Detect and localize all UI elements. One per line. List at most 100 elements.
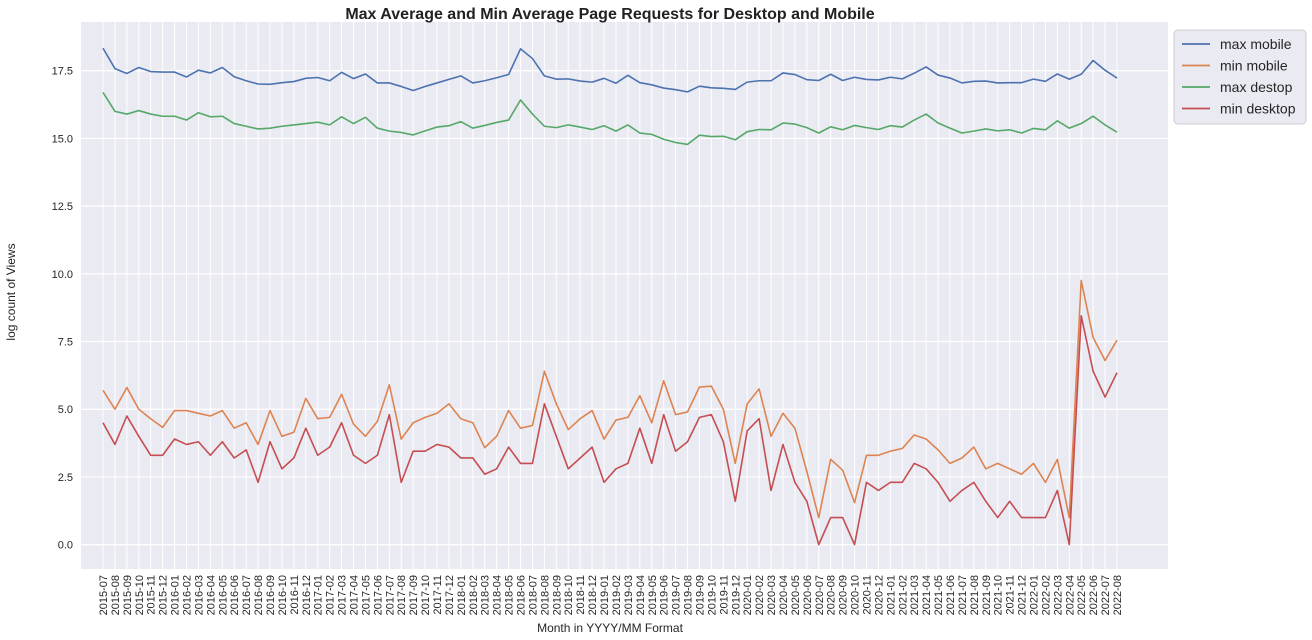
x-tick-label: 2021-10 (993, 575, 1005, 615)
x-tick-label: 2019-11 (718, 575, 730, 615)
x-tick-label: 2018-01 (456, 575, 468, 615)
x-tick-label: 2022-02 (1040, 575, 1052, 615)
x-tick-label: 2018-08 (539, 575, 551, 615)
x-tick-label: 2017-09 (408, 575, 420, 615)
x-tick-label: 2018-05 (504, 575, 516, 615)
y-gridlines (81, 70, 1168, 546)
x-axis-label: Month in YYYY/MM Format (537, 621, 683, 635)
x-tick-label: 2017-08 (396, 575, 408, 615)
legend-box (1173, 29, 1307, 125)
x-tick-label: 2017-05 (360, 575, 372, 615)
x-tick-label: 2021-07 (957, 575, 969, 615)
y-tick-label: 0.0 (58, 540, 73, 552)
x-tick-label: 2022-01 (1028, 575, 1040, 615)
x-tick-label: 2019-09 (694, 575, 706, 615)
x-tick-label: 2016-11 (289, 575, 301, 615)
x-tick-label: 2019-01 (599, 575, 611, 615)
x-tick-label: 2016-07 (241, 575, 253, 615)
legend-label: max destop (1220, 79, 1293, 95)
x-tick-label: 2016-09 (265, 575, 277, 615)
x-tick-label: 2015-08 (110, 575, 122, 615)
x-tick-label: 2018-07 (527, 575, 539, 615)
x-tick-label: 2018-06 (516, 575, 528, 615)
x-tick-label: 2017-07 (384, 575, 396, 615)
x-tick-label: 2020-06 (802, 575, 814, 615)
series-line-max-mobile (102, 47, 1118, 93)
x-tick-label: 2018-10 (563, 575, 575, 615)
x-tick-label: 2021-12 (1017, 575, 1029, 615)
series-line-max-destop (102, 91, 1118, 146)
x-tick-label: 2016-04 (205, 575, 217, 615)
x-tick-label: 2015-07 (98, 575, 110, 615)
legend-label: max mobile (1220, 36, 1292, 52)
x-tick-label: 2021-01 (885, 575, 897, 615)
x-tick-label: 2020-09 (838, 575, 850, 615)
x-tick-label: 2020-08 (826, 575, 838, 615)
x-tick-label: 2020-03 (766, 575, 778, 615)
x-tick-label: 2020-02 (754, 575, 766, 615)
x-tick-label: 2022-07 (1100, 575, 1112, 615)
x-tick-label: 2018-03 (480, 575, 492, 615)
x-tick-label: 2022-05 (1076, 575, 1088, 615)
x-tick-label: 2022-08 (1112, 575, 1124, 615)
x-tick-label: 2016-10 (277, 575, 289, 615)
x-tick-label: 2022-04 (1064, 575, 1076, 615)
x-tick-label: 2018-12 (587, 575, 599, 615)
y-tick-label: 10.0 (52, 269, 73, 281)
y-axis-label: log count of Views (4, 243, 18, 340)
x-tick-label: 2019-07 (671, 575, 683, 615)
legend-label: min desktop (1220, 101, 1296, 117)
x-tick-label: 2021-03 (909, 575, 921, 615)
y-tick-label: 7.5 (58, 337, 73, 349)
x-tick-labels: 2015-07 2015-08 2015-09 2015-10 2015-11 2015-… (98, 575, 1124, 615)
x-tick-label: 2020-10 (850, 575, 862, 615)
x-tick-label: 2021-05 (933, 575, 945, 615)
x-tick-label: 2017-11 (432, 575, 444, 615)
series-line-min-desktop (102, 315, 1118, 546)
x-tick-label: 2018-04 (492, 575, 504, 615)
x-tick-label: 2022-06 (1088, 575, 1100, 615)
x-tick-label: 2020-04 (778, 575, 790, 615)
x-tick-label: 2021-06 (945, 575, 957, 615)
y-tick-labels: 0.0 2.5 5.0 7.5 10.0 12.5 15.0 17.5 (52, 66, 73, 552)
x-tick-label: 2019-12 (730, 575, 742, 615)
x-tick-label: 2021-11 (1005, 575, 1017, 615)
x-tick-label: 2018-11 (575, 575, 587, 615)
x-gridlines (102, 22, 1118, 569)
x-tick-label: 2016-01 (170, 575, 182, 615)
x-tick-label: 2016-12 (301, 575, 313, 615)
x-tick-label: 2017-10 (420, 575, 432, 615)
x-tick-label: 2020-11 (861, 575, 873, 615)
x-tick-label: 2018-02 (468, 575, 480, 615)
legend-label: min mobile (1220, 58, 1288, 74)
x-tick-label: 2020-12 (873, 575, 885, 615)
x-tick-label: 2019-06 (659, 575, 671, 615)
series-lines (102, 47, 1118, 546)
x-tick-label: 2021-09 (981, 575, 993, 615)
x-tick-label: 2017-03 (337, 575, 349, 615)
x-tick-label: 2017-06 (372, 575, 384, 615)
x-tick-label: 2020-05 (790, 575, 802, 615)
x-tick-label: 2019-08 (683, 575, 695, 615)
y-tick-label: 17.5 (52, 66, 73, 78)
x-tick-label: 2019-04 (635, 575, 647, 615)
x-tick-label: 2021-08 (969, 575, 981, 615)
x-tick-label: 2019-02 (611, 575, 623, 615)
y-tick-label: 15.0 (52, 133, 73, 145)
x-tick-label: 2015-12 (158, 575, 170, 615)
x-tick-label: 2019-10 (706, 575, 718, 615)
y-tick-label: 12.5 (52, 201, 73, 213)
x-tick-label: 2016-03 (193, 575, 205, 615)
x-tick-label: 2016-02 (182, 575, 194, 615)
x-tick-label: 2020-07 (814, 575, 826, 615)
x-tick-label: 2021-04 (921, 575, 933, 615)
y-tick-label: 5.0 (58, 404, 73, 416)
x-tick-label: 2016-08 (253, 575, 265, 615)
x-tick-label: 2015-09 (122, 575, 134, 615)
x-tick-label: 2019-03 (623, 575, 635, 615)
x-tick-label: 2015-10 (134, 575, 146, 615)
series-line-min-mobile (102, 279, 1118, 519)
y-tick-label: 2.5 (58, 472, 73, 484)
x-tick-label: 2017-04 (349, 575, 361, 615)
